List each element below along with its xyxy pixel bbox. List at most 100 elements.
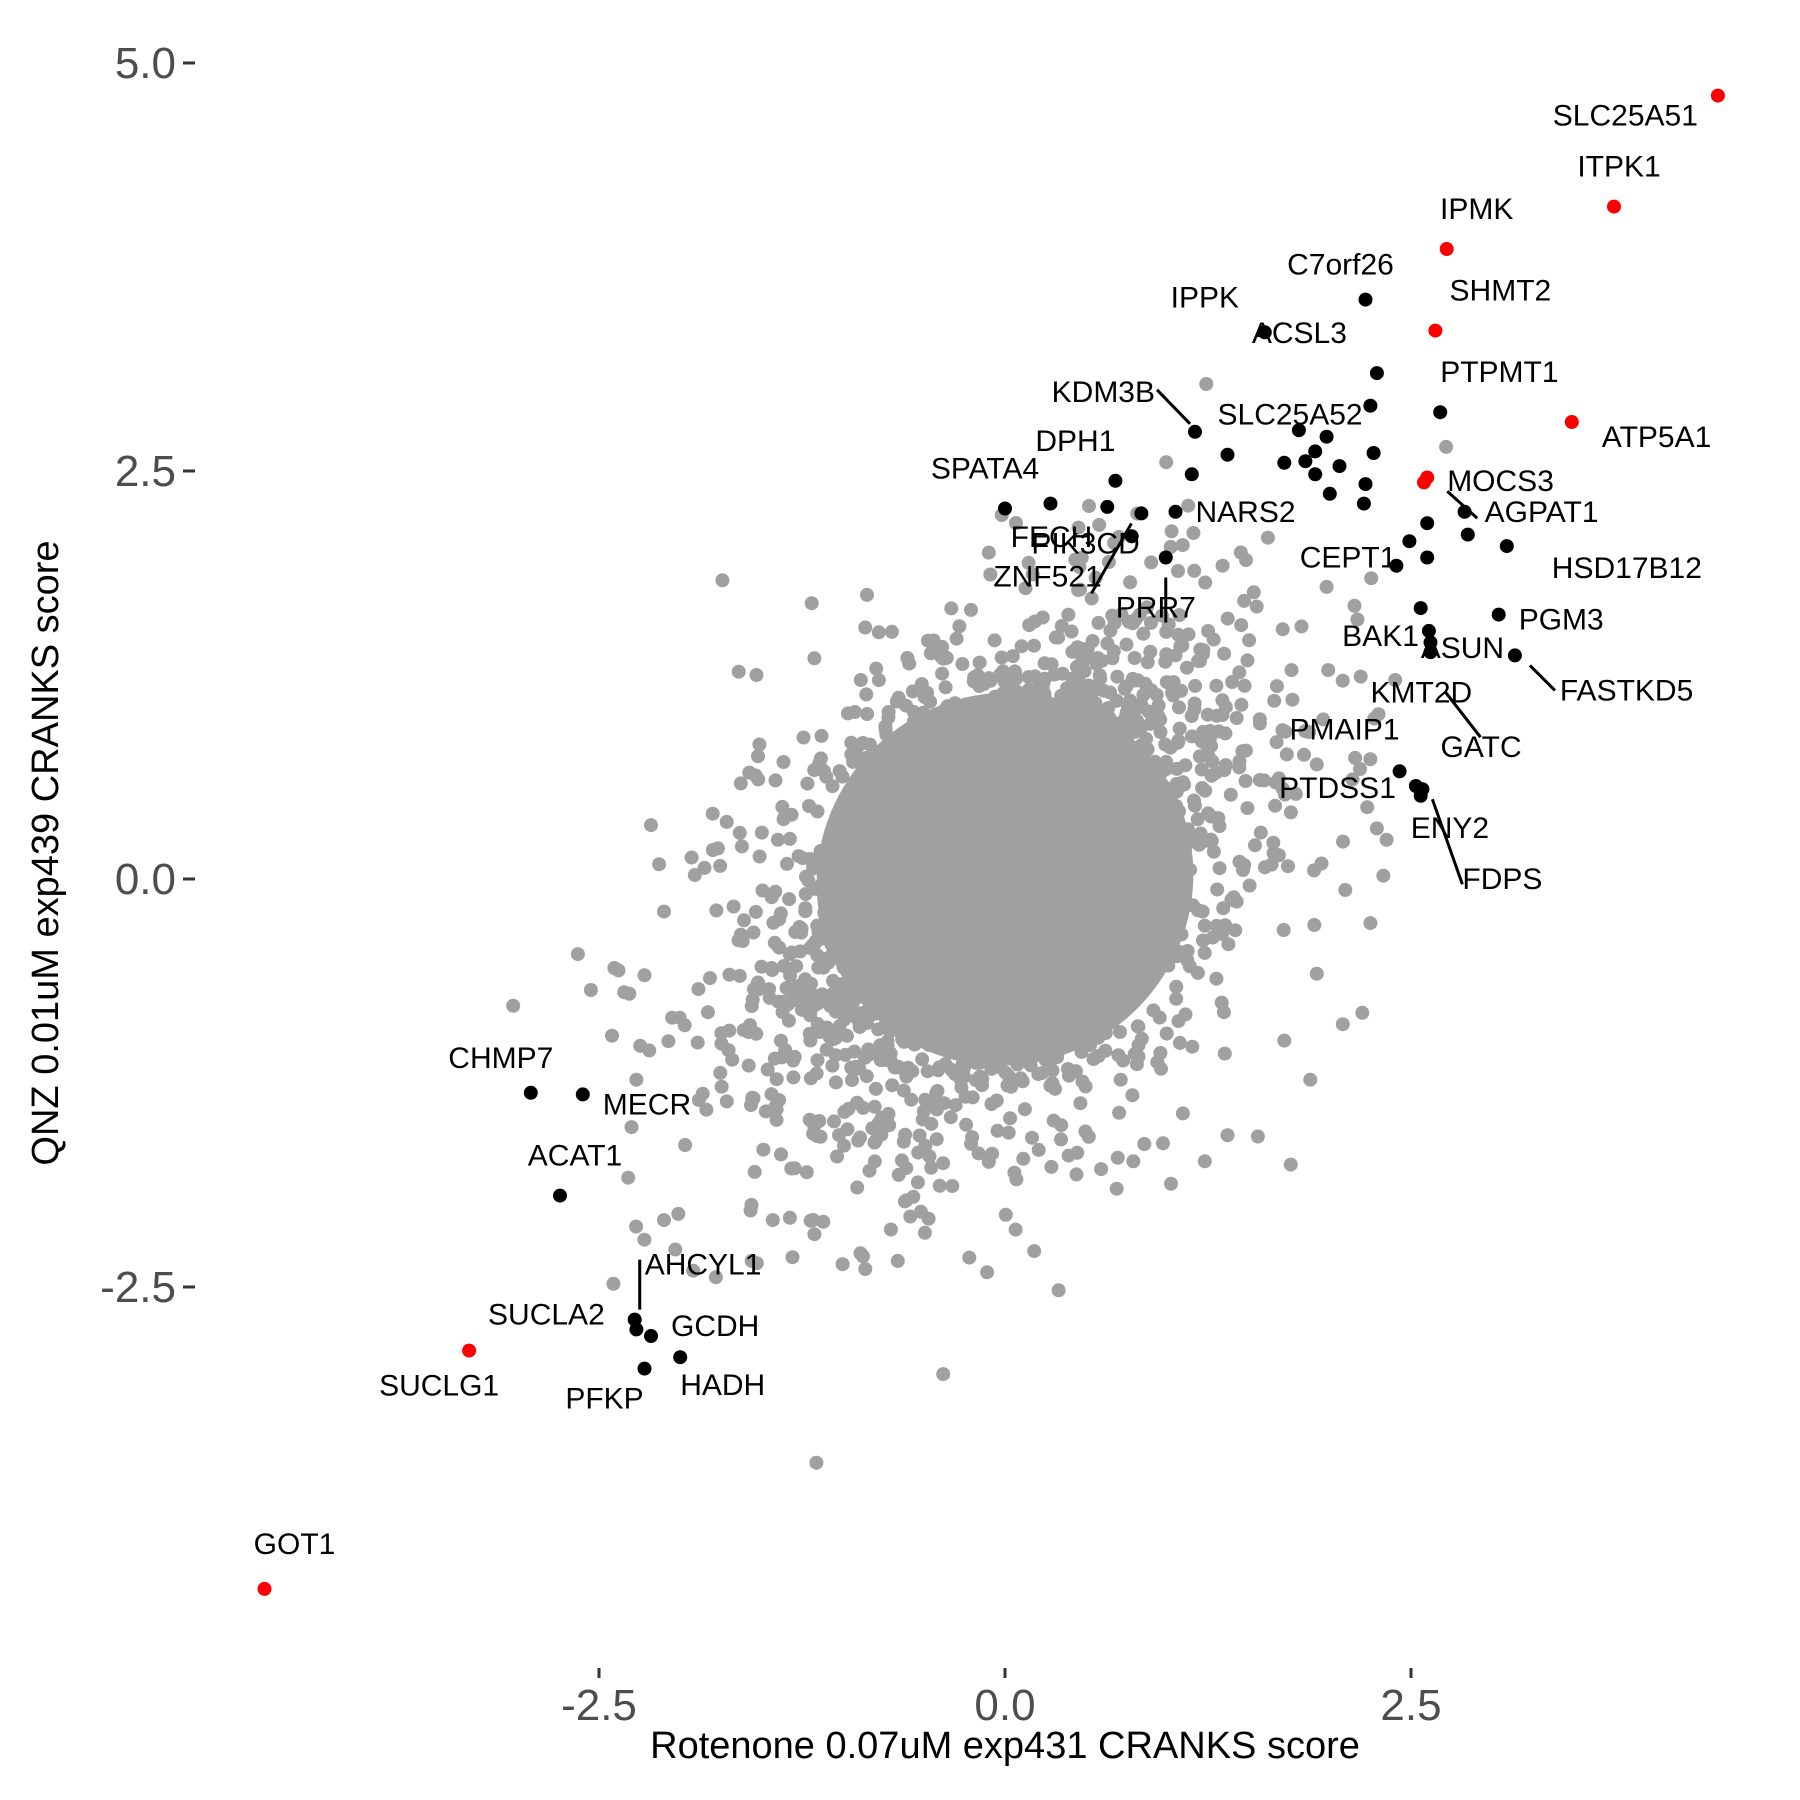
- bulk-point: [998, 1207, 1013, 1222]
- bulk-point: [1137, 1137, 1152, 1151]
- bulk-point: [637, 1232, 652, 1247]
- bulk-point: [803, 1213, 818, 1228]
- label-ipmk: IPMK: [1440, 193, 1513, 226]
- bulk-point: [1187, 798, 1202, 813]
- point-unlabeled: [1277, 455, 1292, 470]
- bulk-point: [800, 776, 815, 791]
- bulk-point: [1153, 725, 1168, 740]
- bulk-point: [752, 849, 767, 864]
- bulk-point: [1209, 678, 1224, 693]
- bulk-point: [1085, 634, 1100, 648]
- bulk-point: [1232, 854, 1247, 869]
- bulk-point: [861, 1042, 876, 1057]
- leader-fastkd5: [1528, 664, 1556, 692]
- bulk-point: [949, 631, 964, 646]
- bulk-point: [1217, 646, 1232, 661]
- bulk-point: [921, 633, 935, 648]
- point-unlabeled: [1322, 486, 1337, 501]
- bulk-point: [1215, 693, 1230, 708]
- bulk-point: [745, 1090, 760, 1105]
- leader-kdm3b: [1155, 388, 1192, 425]
- label-pik3cd: PIK3CD: [1031, 527, 1139, 560]
- bulk-point: [1338, 883, 1353, 897]
- bulk-point: [1220, 611, 1235, 626]
- bulk-point: [1297, 747, 1311, 762]
- bulk-point: [1112, 1105, 1127, 1120]
- bulk-point: [799, 1165, 814, 1180]
- bulk-point: [1216, 1005, 1231, 1020]
- bulk-point: [770, 832, 785, 847]
- bulk-point: [754, 825, 769, 840]
- bulk-point: [807, 651, 822, 666]
- bulk-point: [826, 986, 840, 1001]
- outlier-point: [835, 1257, 850, 1272]
- bulk-point: [506, 998, 521, 1013]
- bulk-point: [1001, 1069, 1016, 1084]
- bulk-point: [932, 1060, 947, 1075]
- bulk-point: [1275, 781, 1290, 796]
- bulk-point: [869, 661, 884, 676]
- bulk-point: [748, 904, 763, 919]
- bulk-point: [912, 1128, 927, 1143]
- outlier-point: [744, 1253, 759, 1268]
- bulk-point: [809, 993, 824, 1007]
- outlier-point: [637, 968, 652, 983]
- bulk-point: [987, 633, 1002, 648]
- bulk-point: [1016, 1151, 1031, 1166]
- bulk-point: [1196, 933, 1210, 948]
- outlier-point: [705, 806, 720, 821]
- bulk-point: [959, 1117, 974, 1132]
- bulk-point: [1237, 593, 1252, 608]
- bulk-point: [891, 1167, 906, 1182]
- bulk-point: [1127, 673, 1142, 688]
- bulk-point: [1061, 607, 1076, 622]
- outlier-point: [1379, 832, 1394, 847]
- bulk-point: [810, 804, 825, 819]
- gene-labels: IPPKC7orf26ACSL3PTPMT1KDM3BSLC25A52DPH1S…: [254, 100, 1712, 1561]
- outlier-point: [1376, 868, 1391, 883]
- bulk-point: [1084, 591, 1099, 606]
- bulk-point: [993, 668, 1007, 682]
- outlier-point: [621, 1170, 636, 1185]
- bulk-point: [786, 1053, 801, 1068]
- bulk-point: [921, 1211, 936, 1226]
- bulk-point: [896, 1083, 911, 1098]
- bulk-point: [769, 1112, 784, 1127]
- bulk-point: [1032, 679, 1047, 694]
- label-gcdh: GCDH: [671, 1310, 759, 1343]
- bulk-point: [930, 1084, 945, 1098]
- point-unlabeled: [1184, 467, 1199, 482]
- bulk-point: [1110, 1150, 1125, 1165]
- bulk-point: [768, 884, 783, 899]
- bulk-point: [1171, 1014, 1186, 1029]
- bulk-point: [873, 1038, 888, 1053]
- bulk-point: [687, 868, 702, 882]
- bulk-point: [1165, 685, 1180, 700]
- label-znf521: ZNF521: [993, 560, 1101, 593]
- label-prr7: PRR7: [1116, 592, 1196, 625]
- bulk-point: [1175, 638, 1190, 653]
- bulk-point: [1198, 783, 1213, 798]
- bulk-point: [1206, 632, 1221, 647]
- bulk-point: [714, 1079, 729, 1094]
- point-unlabeled: [1308, 467, 1323, 482]
- bulk-point: [803, 1033, 818, 1048]
- point-unlabeled: [1358, 477, 1373, 492]
- labeled-hit-points: [257, 88, 1725, 1596]
- label-suclg1: SUCLG1: [379, 1370, 499, 1403]
- bulk-point: [871, 625, 886, 640]
- point-kmt2d: [1423, 635, 1438, 650]
- bulk-point: [1181, 627, 1196, 642]
- outlier-point: [765, 1213, 780, 1228]
- bulk-point: [786, 1070, 801, 1085]
- bulk-point: [774, 1147, 788, 1162]
- bulk-point: [952, 619, 967, 634]
- bulk-point: [1238, 743, 1253, 758]
- label-leader-lines: [638, 388, 1556, 1310]
- bulk-point: [1232, 665, 1247, 680]
- bulk-point: [1150, 1055, 1165, 1070]
- point-sucla2: [629, 1322, 644, 1337]
- point-pfkp: [637, 1361, 652, 1376]
- outlier-point: [652, 857, 667, 872]
- x-tick-label: 2.5: [1380, 1681, 1441, 1730]
